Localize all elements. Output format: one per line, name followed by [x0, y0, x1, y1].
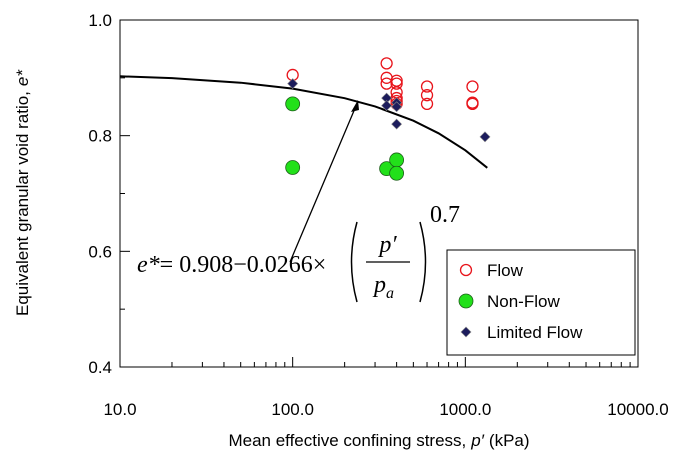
- fit-curve: [119, 75, 488, 169]
- y-tick-label: 0.8: [88, 127, 112, 146]
- flow-marker: [380, 57, 393, 70]
- limited-flow-marker: [479, 131, 491, 143]
- x-tick-label: 10000.0: [607, 400, 668, 419]
- flow-marker: [390, 74, 403, 87]
- eq-text: e*= 0.908−0.0266×: [137, 252, 326, 278]
- x-axis-title: Mean effective confining stress, p′ (kPa): [228, 431, 529, 450]
- y-tick-label: 0.6: [88, 242, 112, 261]
- non-flow-marker: [389, 152, 405, 168]
- y-tick-label: 0.4: [88, 358, 112, 377]
- eq-numerator: p′: [377, 232, 397, 258]
- limited-flow-marker: [287, 78, 299, 90]
- eq-arrow: [289, 105, 357, 263]
- non-flow-marker: [389, 165, 405, 181]
- limited-flow-marker: [460, 326, 472, 338]
- non-flow-marker: [285, 96, 301, 112]
- legend-label: Limited Flow: [487, 323, 583, 342]
- limited-flow-marker: [391, 118, 403, 130]
- eq-body: = 0.908−0.0266×: [160, 252, 327, 278]
- y-axis-title: Equivalent granular void ratio, e*: [13, 69, 32, 316]
- eq-lhs: e*: [137, 252, 160, 278]
- flow-marker: [466, 97, 479, 111]
- limited-flow-marker: [391, 101, 403, 113]
- x-tick-label: 100.0: [271, 400, 314, 419]
- eq-exponent: 0.7: [430, 202, 460, 228]
- flow-marker: [466, 80, 479, 93]
- flow-marker: [459, 263, 473, 277]
- eq-den: p: [372, 272, 386, 298]
- x-title-part: Mean effective confining stress,: [228, 431, 466, 450]
- legend-label: Non-Flow: [487, 292, 560, 311]
- x-title-unit: (kPa): [489, 431, 530, 450]
- x-tick-label: 1000.0: [439, 400, 491, 419]
- legend-box: [446, 249, 636, 356]
- non-flow-marker: [458, 293, 474, 309]
- legend-label: Flow: [487, 261, 524, 280]
- flow-marker: [420, 89, 434, 102]
- eq-den-sub: a: [386, 285, 394, 302]
- y-title-var: e*: [13, 69, 32, 86]
- equation: e*= 0.908−0.0266× p′ pa 0.7: [137, 100, 460, 303]
- eq-paren: [419, 221, 427, 303]
- flow-marker: [390, 77, 403, 90]
- limited-flow-marker: [381, 100, 393, 112]
- eq-paren: [350, 221, 358, 303]
- flow-marker: [420, 80, 434, 93]
- x-title-var: p′: [470, 431, 484, 450]
- eq-denominator: pa: [372, 272, 394, 302]
- x-tick-label: 10.0: [103, 400, 136, 419]
- y-title-part: Equivalent granular void ratio,: [13, 91, 32, 316]
- y-tick-label: 1.0: [88, 11, 112, 30]
- eq-arrowhead: [351, 100, 359, 112]
- flow-marker: [420, 97, 434, 111]
- non-flow-marker: [285, 160, 301, 175]
